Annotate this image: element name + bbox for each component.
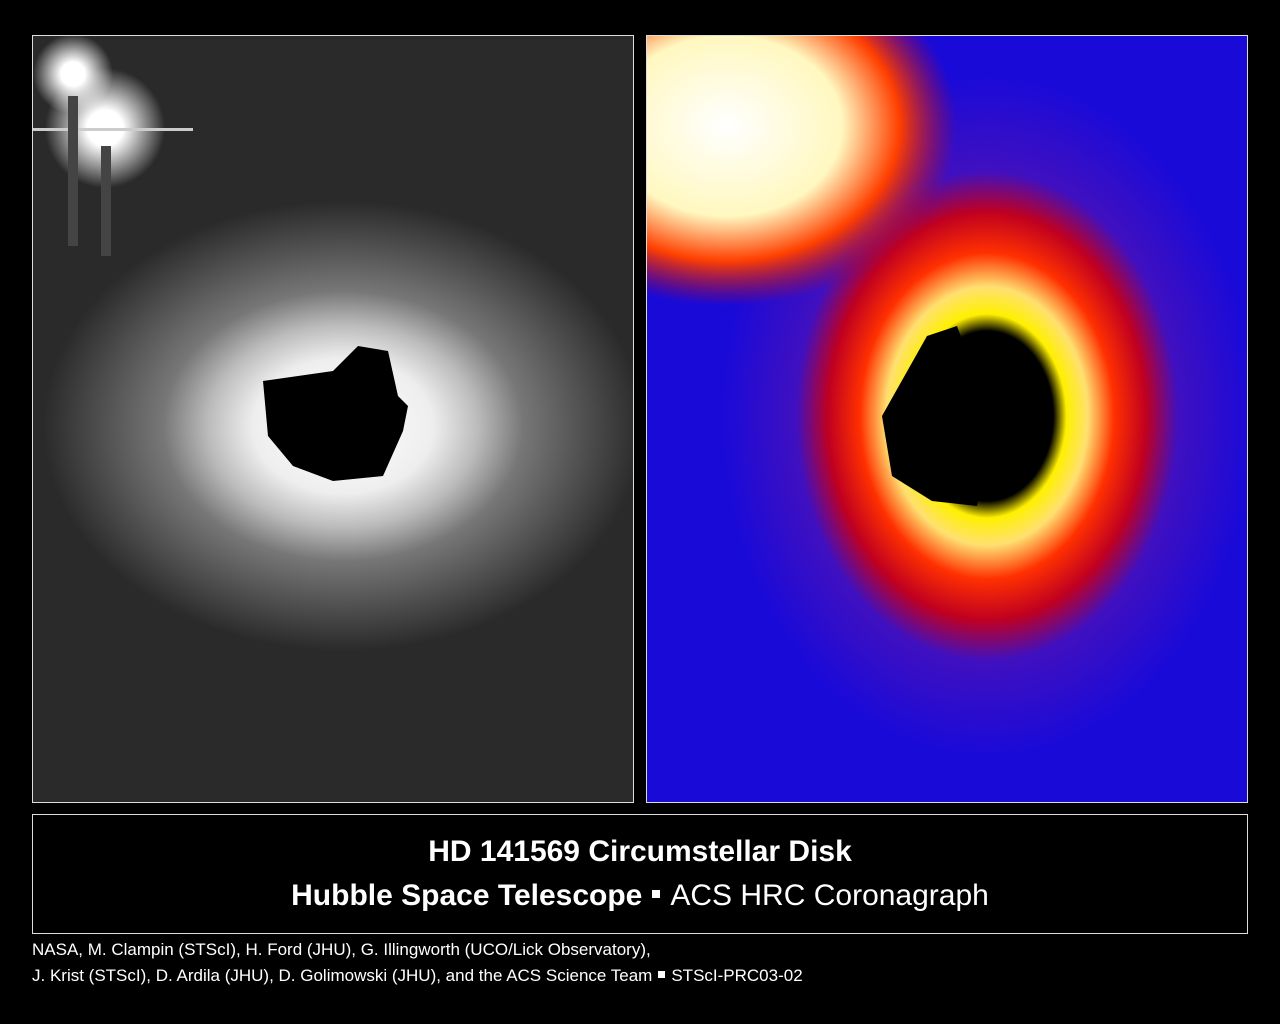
separator bbox=[658, 971, 666, 979]
subtitle: Hubble Space Telescope ACS HRC Coronagrap… bbox=[33, 879, 1247, 913]
title: HD 141569 Circumstellar Disk bbox=[428, 835, 852, 868]
caption-box: HD 141569 Circumstellar Disk Hubble Spac… bbox=[32, 814, 1248, 934]
credit-line: J. Krist (STScI), D. Ardila (JHU), D. Go… bbox=[32, 966, 803, 986]
credit-line: NASA, M. Clampin (STScI), H. Ford (JHU),… bbox=[32, 940, 651, 959]
subtitle-instrument: ACS HRC Coronagraph bbox=[670, 879, 989, 912]
release-id: STScI-PRC03-02 bbox=[671, 966, 803, 985]
grayscale-image bbox=[32, 35, 634, 803]
false-color-image bbox=[646, 35, 1248, 803]
credit-text: J. Krist (STScI), D. Ardila (JHU), D. Go… bbox=[32, 966, 653, 985]
separator bbox=[652, 890, 661, 899]
subtitle-observatory: Hubble Space Telescope bbox=[291, 879, 643, 912]
